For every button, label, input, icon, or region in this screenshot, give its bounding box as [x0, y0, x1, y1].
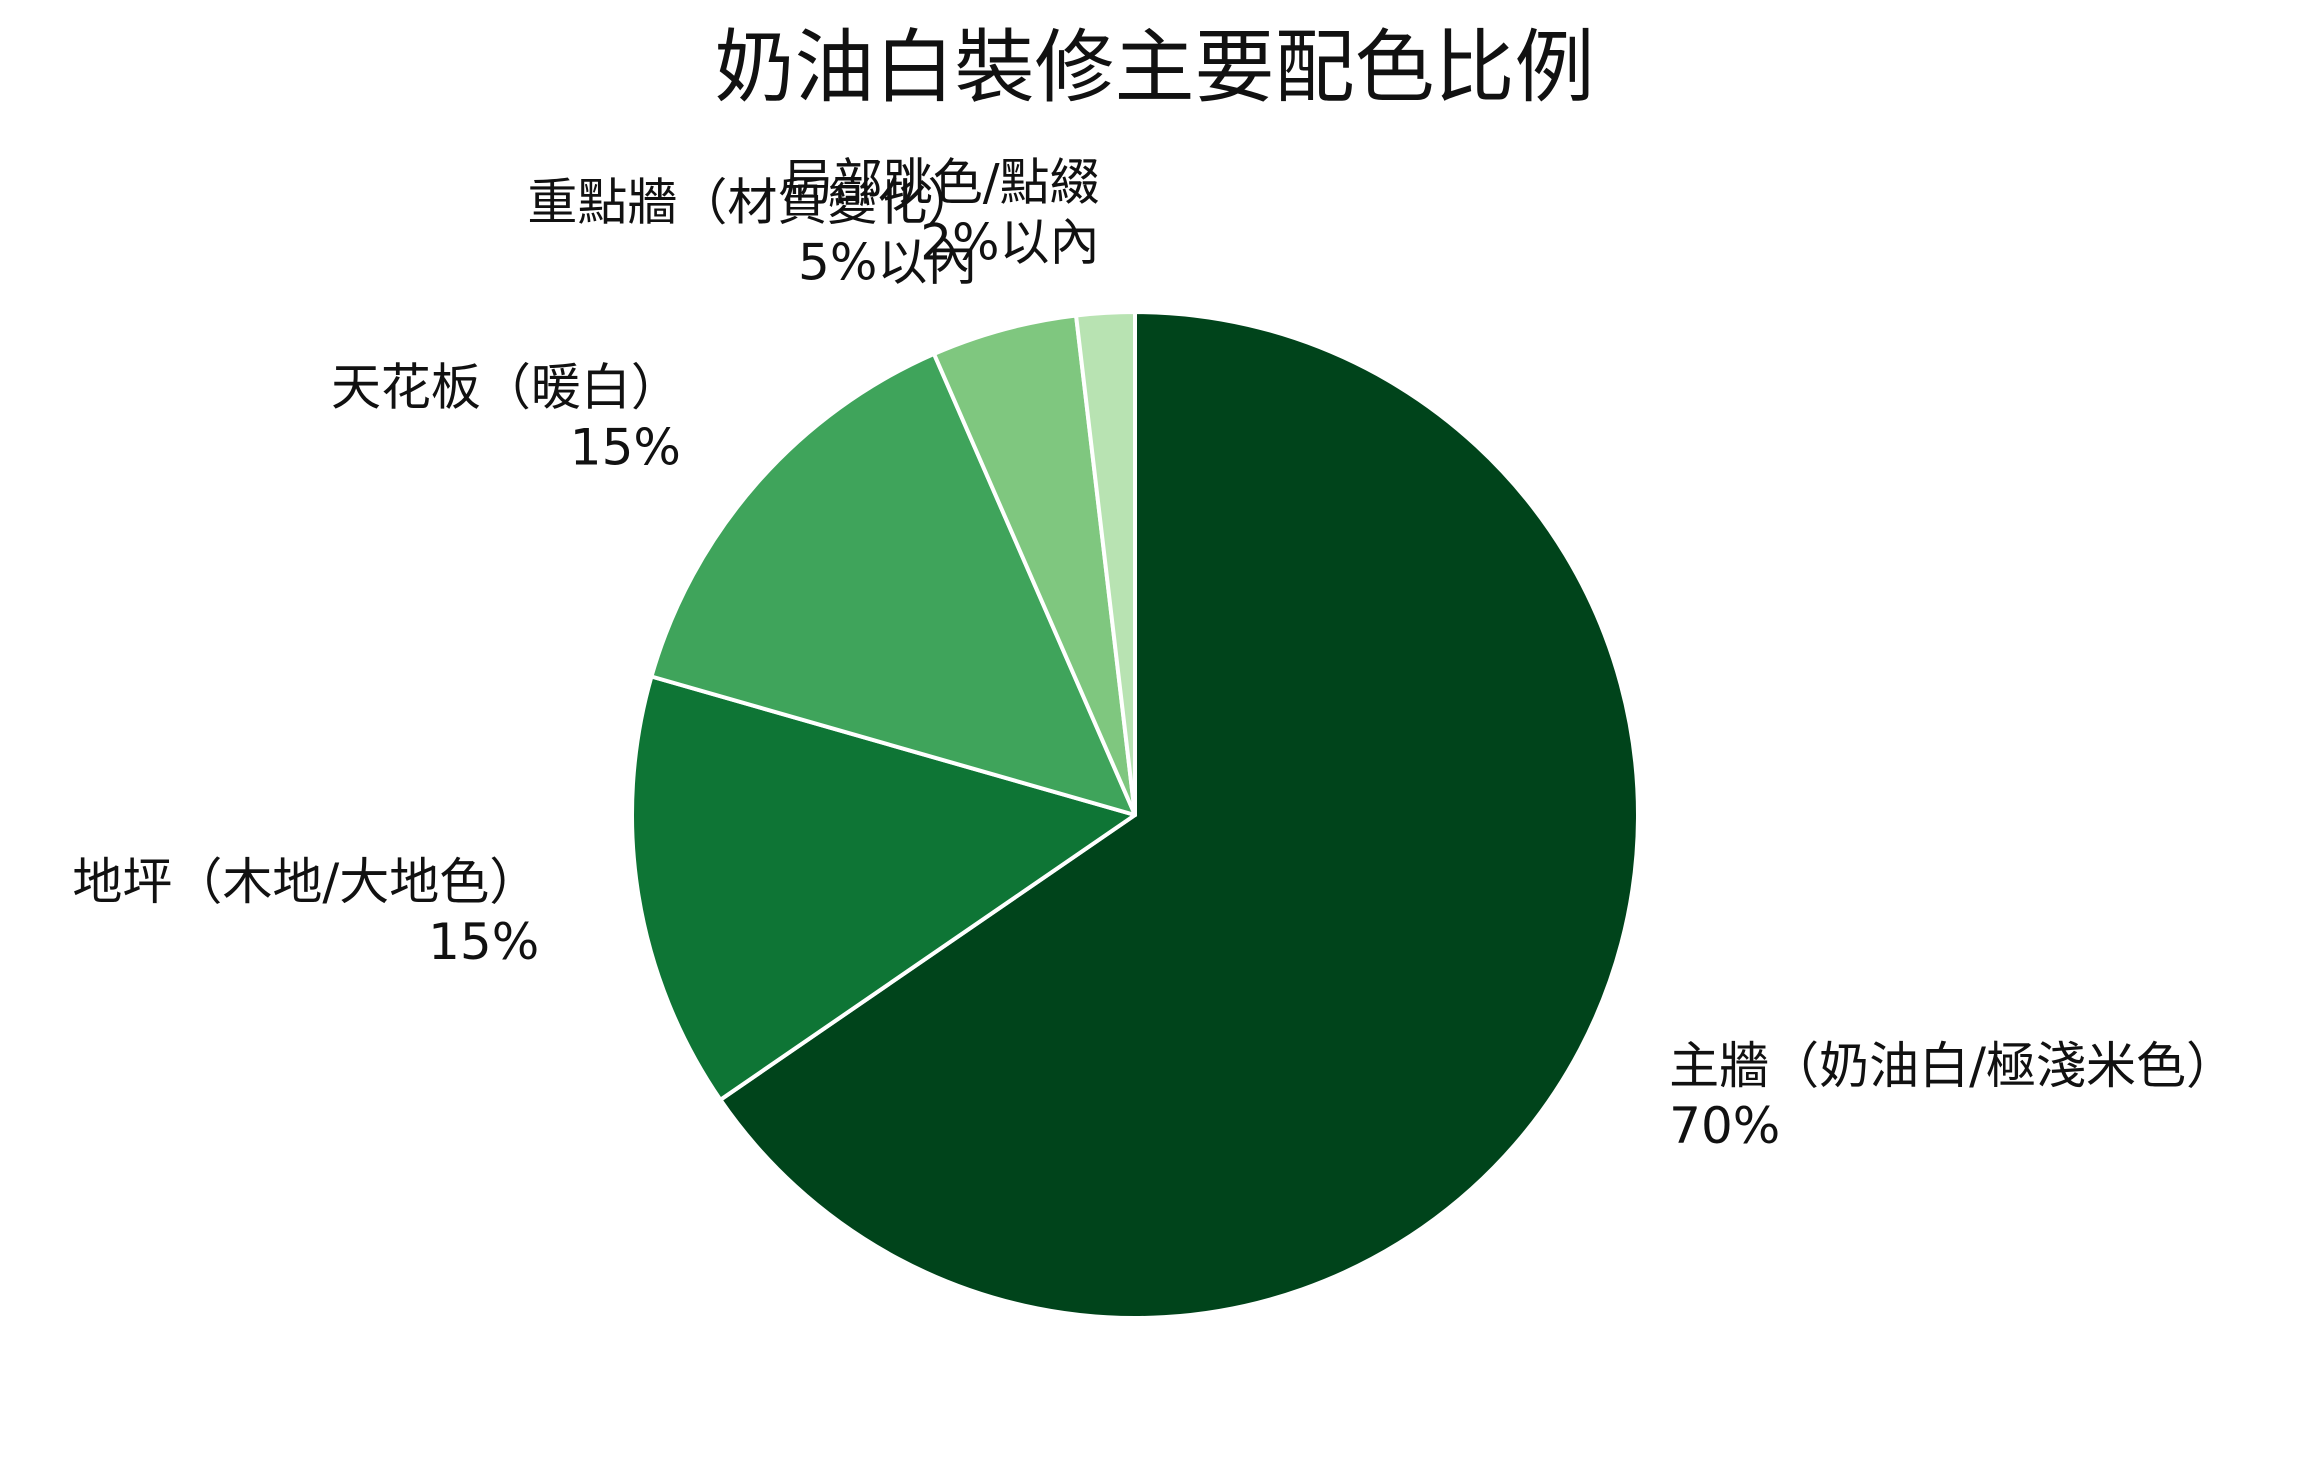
pie-slice [1074, 310, 1137, 817]
pie-slice [630, 674, 1137, 1102]
slice-label: 局部跳色/點綴 [783, 153, 1100, 211]
pie-slice [649, 351, 1137, 817]
slice-label: 天花板（暖白） [331, 358, 681, 416]
slice-label: 重點牆（材質變化） [527, 173, 977, 231]
chart-title: 奶油白裝修主要配色比例 [714, 21, 1595, 114]
slice-value-label: 5%以內 [798, 233, 977, 291]
slice-value-label: 15% [570, 418, 681, 476]
pie-slice [718, 310, 1640, 1320]
slice-value-label: 2%以內 [920, 213, 1099, 271]
slice-value-label: 15% [428, 913, 539, 971]
slice-label: 主牆（奶油白/極淺米色） [1669, 1037, 2236, 1095]
slice-label: 地坪（木地/大地色） [72, 853, 539, 911]
slice-value-label: 70% [1669, 1097, 1780, 1155]
